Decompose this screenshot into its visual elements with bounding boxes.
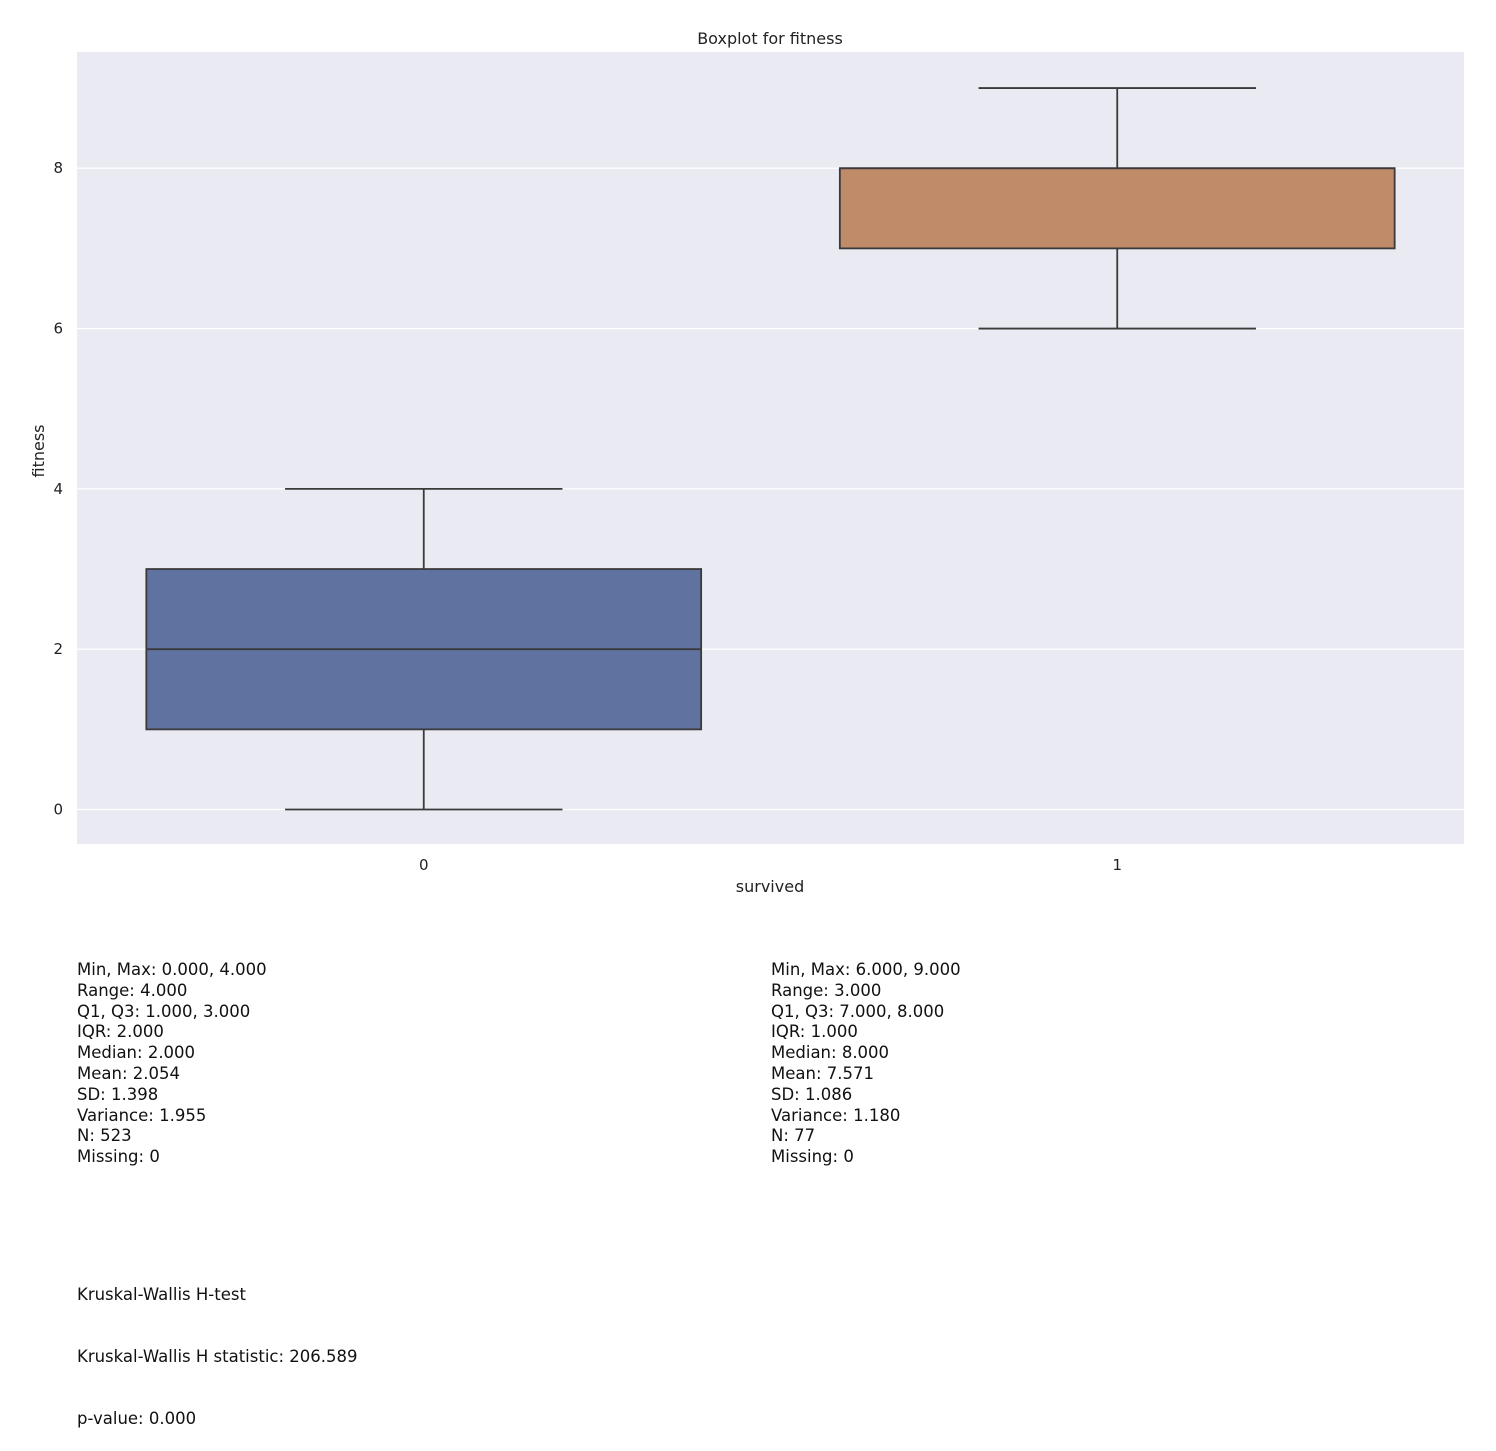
iqr-box-1 (838, 167, 1396, 250)
kruskal-wallis-results: Kruskal-Wallis H-test Kruskal-Wallis H s… (77, 1243, 358, 1451)
y-tick-label-6: 6 (53, 320, 63, 338)
stats-group-0: Min, Max: 0.000, 4.000 Range: 4.000 Q1, Q3… (77, 960, 267, 1168)
stat-line: Missing: 0 (77, 1147, 160, 1167)
stats-group-1: Min, Max: 6.000, 9.000 Range: 3.000 Q1, Q3… (771, 960, 961, 1168)
stat-line: Variance: 1.955 (77, 1105, 207, 1125)
test-pvalue: p-value: 0.000 (77, 1409, 197, 1429)
x-tick-label-1: 1 (1112, 856, 1122, 874)
test-statistic: Kruskal-Wallis H statistic: 206.589 (77, 1346, 358, 1366)
y-tick-label-0: 0 (53, 801, 63, 819)
stat-line: SD: 1.398 (77, 1084, 159, 1104)
stat-line: SD: 1.086 (771, 1084, 853, 1104)
test-name: Kruskal-Wallis H-test (77, 1284, 246, 1304)
stat-line: N: 523 (77, 1126, 132, 1146)
boxes (145, 87, 1396, 811)
stat-line: IQR: 1.000 (771, 1022, 858, 1042)
stat-line: IQR: 2.000 (77, 1022, 164, 1042)
box-group-0 (145, 487, 703, 811)
stat-line: Variance: 1.180 (771, 1105, 901, 1125)
stat-line: Missing: 0 (771, 1147, 854, 1167)
y-tick-label-2: 2 (53, 640, 63, 658)
x-tick-label-0: 0 (419, 856, 429, 874)
stat-line: Q1, Q3: 1.000, 3.000 (77, 1001, 251, 1021)
stat-line: N: 77 (771, 1126, 816, 1146)
x-axis-label: survived (736, 877, 804, 896)
box-group-1 (838, 87, 1396, 330)
stat-line: Min, Max: 6.000, 9.000 (771, 960, 961, 979)
stat-line: Mean: 7.571 (771, 1063, 874, 1083)
chart-title: Boxplot for fitness (697, 29, 843, 48)
y-tick-label-8: 8 (53, 159, 63, 177)
stat-line: Median: 8.000 (771, 1043, 890, 1063)
stat-line: Mean: 2.054 (77, 1063, 180, 1083)
stat-line: Median: 2.000 (77, 1043, 196, 1063)
stat-line: Range: 3.000 (771, 980, 882, 1000)
stat-line: Min, Max: 0.000, 4.000 (77, 960, 267, 979)
y-tick-labels: 0 2 4 6 8 (53, 159, 63, 818)
y-axis-label: fitness (29, 424, 48, 477)
stat-line: Q1, Q3: 7.000, 8.000 (771, 1001, 945, 1021)
stat-line: Range: 4.000 (77, 980, 188, 1000)
y-tick-label-4: 4 (53, 480, 63, 498)
